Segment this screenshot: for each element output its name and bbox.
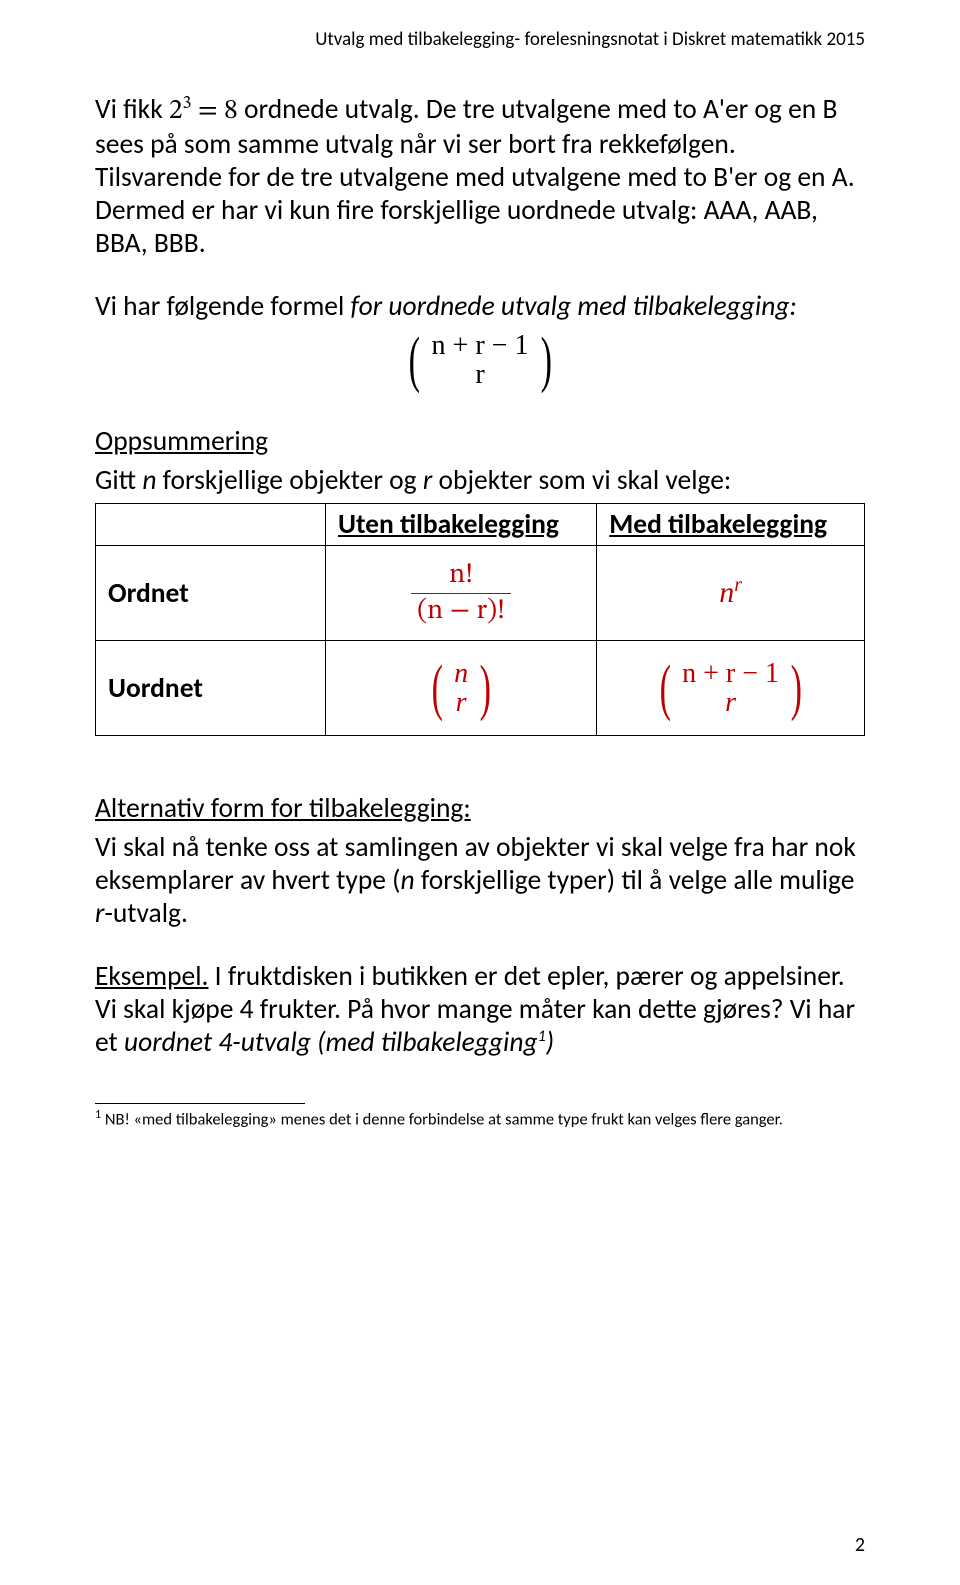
oppsummering-section: Oppsummering Gitt n forskjellige objekte… (95, 425, 865, 736)
right-paren-icon: ) (790, 657, 801, 719)
row-uordnet-label: Uordnet (96, 641, 326, 736)
table-row: Uordnet ( n r ) ( n + r (96, 641, 865, 736)
cell-uordnet-med: ( n + r − 1 r ) (597, 641, 865, 736)
table-header-uten: Uten tilbakelegging (326, 504, 597, 546)
power-base: n (719, 576, 734, 609)
binom-bottom: r (432, 360, 529, 389)
math-base: 2 (169, 97, 183, 125)
opps-e: objekter som vi skal velge: (432, 464, 731, 497)
table-header-med: Med tilbakelegging (597, 504, 865, 546)
row-ordnet-label: Ordnet (96, 546, 326, 641)
binom-top: n + r − 1 (682, 659, 779, 688)
eksempel-c: ) (546, 1026, 554, 1059)
opps-a: Gitt (95, 464, 142, 497)
oppsummering-intro: Gitt n forskjellige objekter og r objekt… (95, 464, 865, 497)
inline-math-power: 23 = 8 (169, 97, 238, 125)
binom-top: n (454, 659, 468, 688)
left-paren-icon: ( (660, 657, 671, 719)
alt-paragraph: Vi skal nå tenke oss at samlingen av obj… (95, 831, 865, 930)
power-exp: r (734, 574, 742, 596)
eksempel-b: uordnet 4-utvalg (med tilbakelegging (124, 1026, 538, 1059)
table-header-blank (96, 504, 326, 546)
formula-intro: Vi har følgende formel for uordnede utva… (95, 290, 865, 323)
para1-prefix: Vi fikk (95, 93, 169, 126)
formula-intro-b: for uordnede utvalg med tilbakelegging: (351, 290, 797, 323)
opps-b: n (142, 464, 156, 497)
opps-c: forskjellige objekter og (156, 464, 422, 497)
binomial-nr1: ( n + r − 1 r ) (655, 657, 806, 719)
page-header: Utvalg med tilbakelegging- forelesningsn… (95, 28, 865, 51)
left-paren-icon: ( (408, 329, 419, 391)
alt-b: n (401, 864, 415, 897)
binom-top: n + r − 1 (432, 331, 529, 360)
binom-stack: n + r − 1 r (682, 659, 779, 718)
left-paren-icon: ( (432, 657, 443, 719)
paragraph-1: Vi fikk 23 = 8 ordnede utvalg. De tre ut… (95, 93, 865, 260)
document-page: Utvalg med tilbakelegging- forelesningsn… (0, 0, 960, 1585)
footnote-rule (95, 1103, 305, 1104)
alt-e: -utvalg. (104, 897, 187, 930)
binomial-formula: ( n + r − 1 r ) (95, 329, 865, 391)
alternativ-section: Alternativ form for tilbakelegging: Vi s… (95, 792, 865, 930)
footnote: 1 NB! «med tilbakelegging» menes det i d… (95, 1108, 865, 1130)
fraction: n! (n − r)! (411, 558, 511, 629)
right-paren-icon: ) (479, 657, 490, 719)
right-paren-icon: ) (540, 329, 551, 391)
opps-d: r (423, 464, 432, 497)
page-number: 2 (855, 1533, 865, 1557)
n-power-r: nr (719, 576, 742, 609)
table-row: Uten tilbakelegging Med tilbakelegging (96, 504, 865, 546)
footnote-ref-marker: 1 (538, 1027, 546, 1046)
cell-uordnet-uten: ( n r ) (326, 641, 597, 736)
math-eq: = 8 (191, 97, 237, 125)
cell-ordnet-uten: n! (n − r)! (326, 546, 597, 641)
binom-stack: n r (454, 659, 468, 718)
col-uten: Uten tilbakelegging (338, 508, 559, 541)
col-med: Med tilbakelegging (609, 508, 827, 541)
binomial-nr: ( n r ) (427, 657, 495, 719)
cell-ordnet-med: nr (597, 546, 865, 641)
binomial-coefficient: ( n + r − 1 r ) (404, 329, 556, 391)
binom-bottom: r (682, 688, 779, 717)
summary-table: Uten tilbakelegging Med tilbakelegging O… (95, 503, 865, 736)
oppsummering-title: Oppsummering (95, 425, 268, 458)
binom-stack: n + r − 1 r (432, 331, 529, 390)
footnote-text: NB! «med tilbakelegging» menes det i den… (101, 1110, 783, 1130)
formula-intro-a: Vi har følgende formel (95, 290, 351, 323)
frac-num: n! (411, 558, 511, 593)
alt-title: Alternativ form for tilbakelegging: (95, 792, 471, 825)
frac-den: (n − r)! (411, 593, 511, 629)
eksempel-label: Eksempel. (95, 960, 208, 993)
eksempel-paragraph: Eksempel. I fruktdisken i butikken er de… (95, 960, 865, 1059)
binom-bottom: r (454, 688, 468, 717)
table-row: Ordnet n! (n − r)! nr (96, 546, 865, 641)
alt-c: forskjellige typer) til å velge alle mul… (415, 864, 855, 897)
